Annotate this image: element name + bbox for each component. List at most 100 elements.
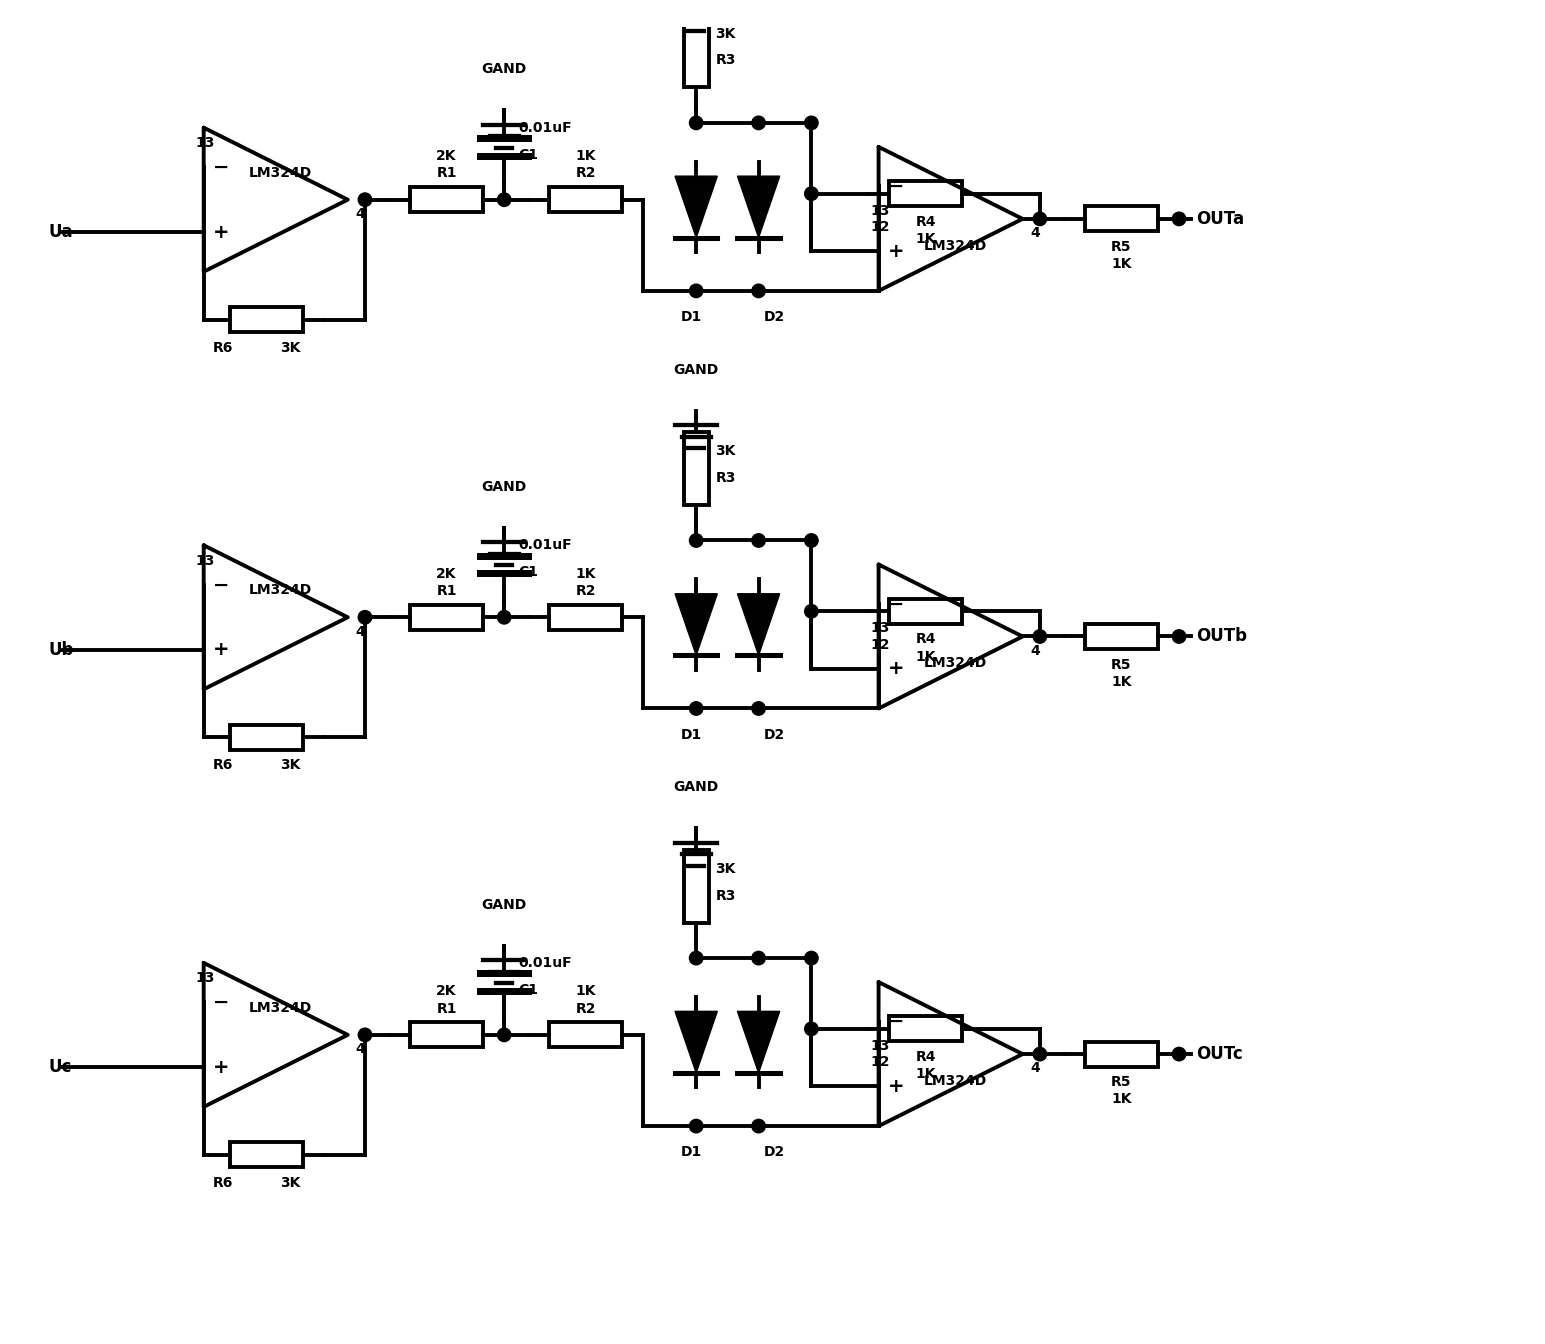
- Text: 13: 13: [871, 1039, 890, 1052]
- Bar: [1085, 207, 1157, 231]
- Text: LM324D: LM324D: [249, 583, 312, 597]
- Text: −: −: [888, 594, 904, 614]
- Polygon shape: [675, 176, 717, 238]
- Text: 1K: 1K: [1111, 257, 1131, 271]
- Text: −: −: [888, 177, 904, 196]
- Text: R3: R3: [715, 54, 735, 67]
- Circle shape: [805, 1023, 819, 1036]
- Text: Ub: Ub: [48, 641, 74, 659]
- Circle shape: [689, 952, 703, 965]
- Text: 0.01uF: 0.01uF: [519, 539, 572, 552]
- Text: +: +: [213, 640, 229, 659]
- Text: 12: 12: [871, 637, 890, 652]
- Bar: [888, 181, 963, 206]
- Circle shape: [805, 534, 819, 547]
- Text: 3K: 3K: [715, 862, 735, 876]
- Circle shape: [752, 534, 765, 547]
- Text: R5: R5: [1111, 1075, 1131, 1089]
- Text: Ua: Ua: [48, 223, 73, 241]
- Text: GAND: GAND: [674, 363, 718, 376]
- Text: OUTa: OUTa: [1196, 210, 1244, 228]
- Circle shape: [689, 284, 703, 297]
- Circle shape: [752, 284, 765, 297]
- Text: LM324D: LM324D: [924, 239, 987, 253]
- Circle shape: [358, 194, 372, 207]
- Text: 1K: 1K: [915, 233, 936, 246]
- Text: GAND: GAND: [674, 781, 718, 794]
- Text: D2: D2: [763, 1145, 785, 1160]
- Text: −: −: [213, 993, 229, 1012]
- Circle shape: [689, 1120, 703, 1133]
- Bar: [409, 1023, 484, 1047]
- Circle shape: [497, 610, 511, 624]
- Circle shape: [497, 194, 511, 207]
- Text: 13: 13: [196, 554, 215, 567]
- Text: 3K: 3K: [281, 341, 301, 355]
- Text: R1: R1: [436, 1001, 457, 1016]
- Polygon shape: [737, 1011, 780, 1073]
- Text: 4: 4: [355, 1043, 365, 1056]
- Text: R2: R2: [576, 167, 596, 180]
- Text: R2: R2: [576, 585, 596, 598]
- Text: 3K: 3K: [281, 758, 301, 773]
- Text: Uc: Uc: [48, 1058, 71, 1077]
- Bar: [1085, 1042, 1157, 1067]
- Text: D2: D2: [763, 727, 785, 742]
- Circle shape: [1034, 212, 1046, 226]
- Bar: [230, 308, 303, 332]
- Text: R1: R1: [436, 167, 457, 180]
- Bar: [888, 1016, 963, 1042]
- Text: LM324D: LM324D: [249, 1001, 312, 1015]
- Text: LM324D: LM324D: [249, 165, 312, 180]
- Text: 12: 12: [871, 220, 890, 234]
- Text: 4: 4: [1031, 226, 1040, 241]
- Text: 1K: 1K: [576, 149, 596, 163]
- Circle shape: [1173, 212, 1185, 226]
- Circle shape: [497, 1028, 511, 1042]
- Text: 4: 4: [1031, 1062, 1040, 1075]
- Text: 0.01uF: 0.01uF: [519, 121, 572, 134]
- Circle shape: [752, 1120, 765, 1133]
- Polygon shape: [675, 1011, 717, 1073]
- Text: GAND: GAND: [482, 62, 527, 77]
- Text: 13: 13: [196, 136, 215, 151]
- Bar: [550, 187, 623, 212]
- Text: 2K: 2K: [436, 984, 457, 999]
- Text: R4: R4: [915, 1050, 936, 1064]
- Bar: [409, 187, 484, 212]
- Text: 13: 13: [871, 621, 890, 636]
- Circle shape: [752, 702, 765, 715]
- Text: 3K: 3K: [281, 1176, 301, 1189]
- Circle shape: [752, 952, 765, 965]
- Bar: [684, 431, 709, 505]
- Text: +: +: [888, 242, 904, 261]
- Circle shape: [1034, 1047, 1046, 1060]
- Text: D1: D1: [681, 310, 701, 324]
- Circle shape: [358, 1028, 372, 1042]
- Polygon shape: [675, 594, 717, 656]
- Text: D1: D1: [681, 1145, 701, 1160]
- Text: D1: D1: [681, 727, 701, 742]
- Text: R4: R4: [915, 215, 936, 228]
- Text: R4: R4: [915, 633, 936, 646]
- Bar: [230, 724, 303, 750]
- Text: +: +: [888, 1077, 904, 1095]
- Circle shape: [1034, 630, 1046, 644]
- Text: 3K: 3K: [715, 27, 735, 40]
- Bar: [684, 15, 709, 87]
- Text: GAND: GAND: [482, 480, 527, 495]
- Text: 1K: 1K: [1111, 675, 1131, 689]
- Text: 13: 13: [871, 204, 890, 218]
- Bar: [409, 605, 484, 630]
- Text: R6: R6: [213, 341, 233, 355]
- Circle shape: [1173, 630, 1185, 644]
- Text: +: +: [888, 660, 904, 679]
- Circle shape: [689, 534, 703, 547]
- Polygon shape: [737, 176, 780, 238]
- Bar: [550, 1023, 623, 1047]
- Text: GAND: GAND: [482, 898, 527, 911]
- Text: LM324D: LM324D: [924, 656, 987, 671]
- Text: R6: R6: [213, 758, 233, 773]
- Text: 1K: 1K: [915, 1067, 936, 1082]
- Text: D2: D2: [763, 310, 785, 324]
